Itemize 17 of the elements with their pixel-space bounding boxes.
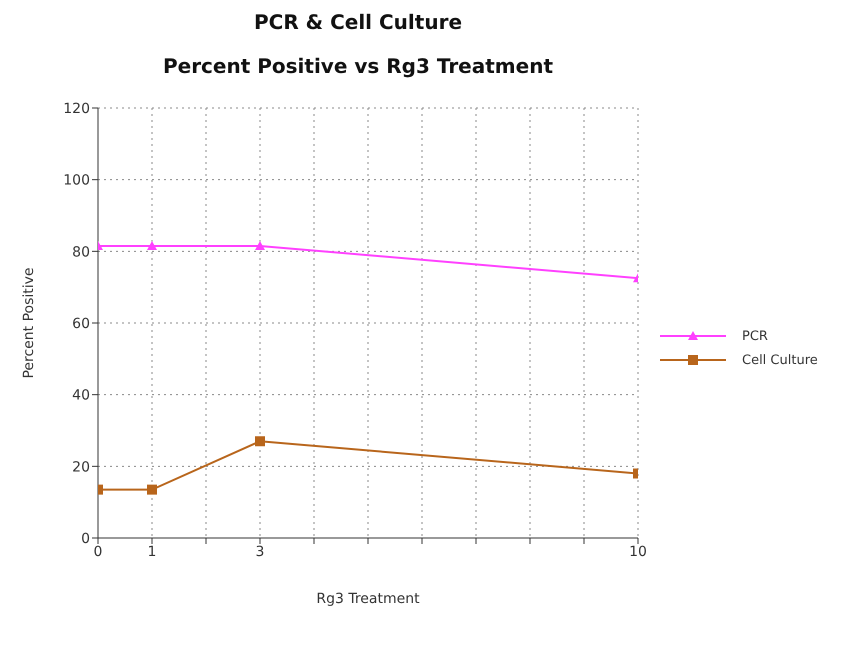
y-tick-label: 60 [72, 316, 90, 332]
text: PCR [742, 328, 768, 344]
x-tick-label: 10 [629, 544, 647, 560]
x-tick-label: 0 [94, 544, 102, 560]
y-tick-label: 80 [72, 244, 90, 260]
x-axis-title: Rg3 Treatment [316, 591, 420, 607]
y-tick-label: 0 [81, 530, 90, 547]
y-tick-label: 40 [72, 388, 90, 404]
y-axis-title: Percent Positive [20, 267, 37, 379]
y-tick-label: 20 [72, 459, 90, 476]
text: Cell Culture [742, 352, 818, 368]
y-tick-label: 100 [63, 172, 90, 189]
chart-title: PCR & Cell Culture [252, 10, 464, 34]
y-tick-label: 120 [63, 100, 90, 117]
x-tick-label: 3 [256, 544, 264, 560]
chart-subtitle: Percent Positive vs Rg3 Treatment [162, 54, 554, 78]
x-tick-label: 1 [148, 544, 156, 560]
